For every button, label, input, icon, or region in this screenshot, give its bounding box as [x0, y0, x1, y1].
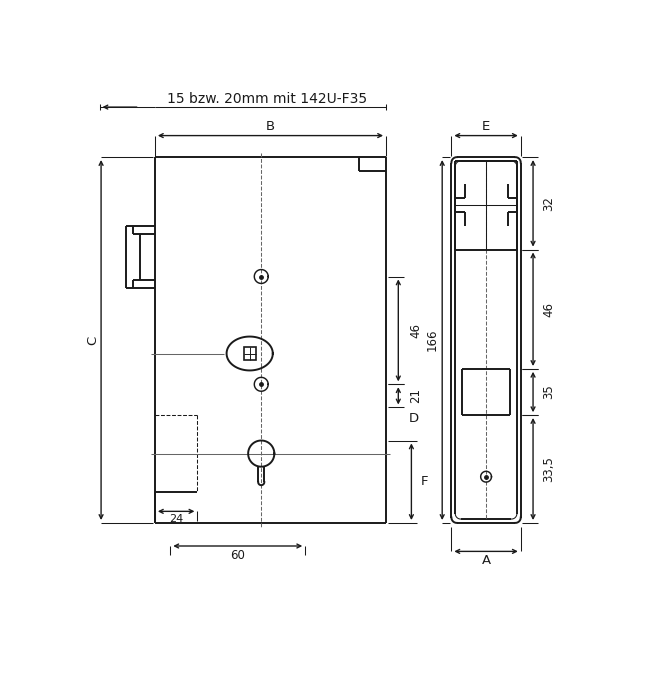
Text: 21: 21	[409, 389, 422, 403]
Text: A: A	[482, 554, 491, 568]
Text: 60: 60	[230, 549, 245, 562]
Text: C: C	[86, 335, 99, 344]
Text: 46: 46	[409, 323, 422, 338]
Text: B: B	[266, 120, 275, 133]
Text: 46: 46	[542, 302, 555, 316]
Text: 32: 32	[542, 196, 555, 211]
Text: F: F	[421, 475, 428, 488]
Text: 166: 166	[426, 329, 439, 351]
Bar	[243, 347, 256, 360]
Text: 35: 35	[542, 384, 555, 400]
Text: 15 bzw. 20mm mit 142U-F35: 15 bzw. 20mm mit 142U-F35	[167, 92, 367, 106]
Text: D: D	[409, 412, 419, 425]
Text: E: E	[482, 120, 490, 133]
Text: 33,5: 33,5	[542, 456, 555, 482]
Text: 24: 24	[169, 514, 183, 524]
